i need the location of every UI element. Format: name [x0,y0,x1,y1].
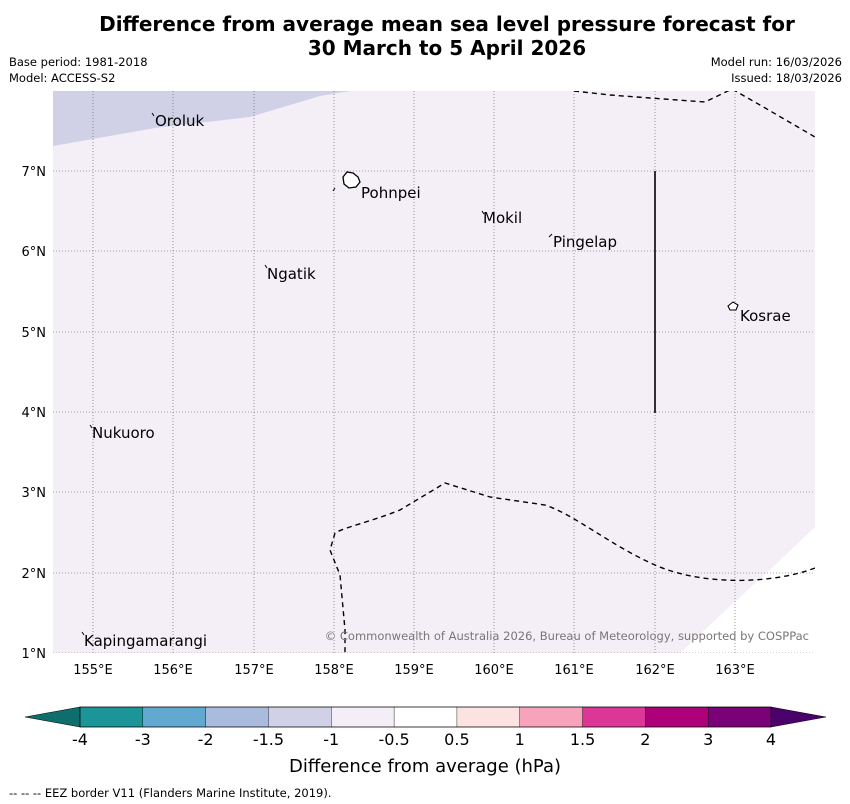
colorbar-bin [707,706,772,728]
colorbar-bin [519,706,584,728]
colorbar-bin [393,706,458,728]
colorbar-tick-label: 4 [766,730,776,749]
lat-tick: 4°N [22,406,47,421]
colorbar-tick-label: -3 [135,730,151,749]
copyright-notice: © Commonwealth of Australia 2026, Bureau… [325,629,809,643]
colorbar-tick-label: -1.5 [253,730,284,749]
lat-tick: 3°N [22,486,47,501]
eez-borders [329,91,815,653]
latitude-axis: 7°N 6°N 5°N 4°N 3°N 2°N 1°N [22,165,47,662]
colorbar-bin [142,706,207,728]
lon-tick: 162°E [635,663,675,678]
page-title: Difference from average mean sea level p… [0,12,850,60]
place-label-kapingamarangi: Kapingamarangi [84,632,207,650]
colorbar-bin [268,706,332,728]
lon-tick: 161°E [554,663,594,678]
lon-tick: 157°E [234,663,274,678]
small-island-marks [81,112,553,636]
kosrae-island [727,301,739,311]
colorbar-tick-label: 2 [640,730,650,749]
colorbar-tick-label: 3 [703,730,713,749]
colorbar-bin [645,706,709,728]
lon-tick: 160°E [474,663,514,678]
lat-tick: 1°N [22,647,47,662]
colorbar-tick-label: -0.5 [378,730,409,749]
colorbar-high-extension [770,706,827,728]
lon-tick: 155°E [73,663,113,678]
pohnpei-island [342,171,361,189]
colorbar-bin [331,706,395,728]
place-label-pingelap: Pingelap [553,233,617,251]
field-minus-half-to-minus-one [53,91,815,653]
field-near-zero [680,527,815,653]
footnote: -- -- -- EEZ border V11 (Flanders Marine… [9,786,332,800]
lat-tick: 7°N [22,165,47,180]
map-panel: Oroluk Pohnpei Mokil Pingelap Ngatik Kos… [53,91,815,653]
colorbar-tick-label: -1 [323,730,339,749]
colorbar-frame [79,706,772,728]
lat-tick: 2°N [22,567,47,582]
meta-left: Base period: 1981-2018 Model: ACCESS-S2 [9,54,148,86]
longitude-axis: 155°E 156°E 157°E 158°E 159°E 160°E 161°… [73,663,755,678]
place-label-nukuoro: Nukuoro [92,424,155,442]
place-label-oroluk: Oroluk [155,112,204,130]
colorbar-bin [456,706,521,728]
base-period: Base period: 1981-2018 [9,55,148,69]
issued-date: Issued: 18/03/2026 [731,71,842,85]
colorbar-bin [79,706,144,728]
lon-tick: 158°E [314,663,354,678]
colorbar: -4 -3 -2 -1.5 -1 -0.5 0.5 1 1.5 2 3 4 Difference fr… [24,706,827,777]
lon-tick: 159°E [394,663,434,678]
colorbar-tick-label: -2 [198,730,214,749]
place-label-kosrae: Kosrae [740,307,791,325]
colorbar-tick-label: -4 [72,730,88,749]
colorbar-bins [79,706,772,728]
model-name: Model: ACCESS-S2 [9,71,116,85]
colorbar-bin [205,706,269,728]
colorbar-low-extension [24,706,81,728]
model-run: Model run: 16/03/2026 [710,55,842,69]
graticule [53,91,815,653]
place-label-pohnpei: Pohnpei [361,184,421,202]
place-label-mokil: Mokil [483,209,522,227]
place-label-ngatik: Ngatik [267,265,316,283]
colorbar-tick-label: 1 [515,730,525,749]
field-minus-one-to-minus-one-half [53,91,350,146]
colorbar-tick-label: 1.5 [570,730,595,749]
title-line-2: 30 March to 5 April 2026 [307,36,587,60]
lat-tick: 5°N [22,326,47,341]
title-line-1: Difference from average mean sea level p… [99,12,795,36]
lat-tick: 6°N [22,245,47,260]
colorbar-tick-labels: -4 -3 -2 -1.5 -1 -0.5 0.5 1 1.5 2 3 4 [72,730,776,749]
colorbar-bin [582,706,646,728]
lon-tick: 156°E [153,663,193,678]
colorbar-title: Difference from average (hPa) [289,756,561,777]
lon-tick: 163°E [715,663,755,678]
meta-right: Model run: 16/03/2026 Issued: 18/03/2026 [711,54,842,86]
pohnpei-islet [332,187,336,192]
colorbar-tick-label: 0.5 [444,730,469,749]
